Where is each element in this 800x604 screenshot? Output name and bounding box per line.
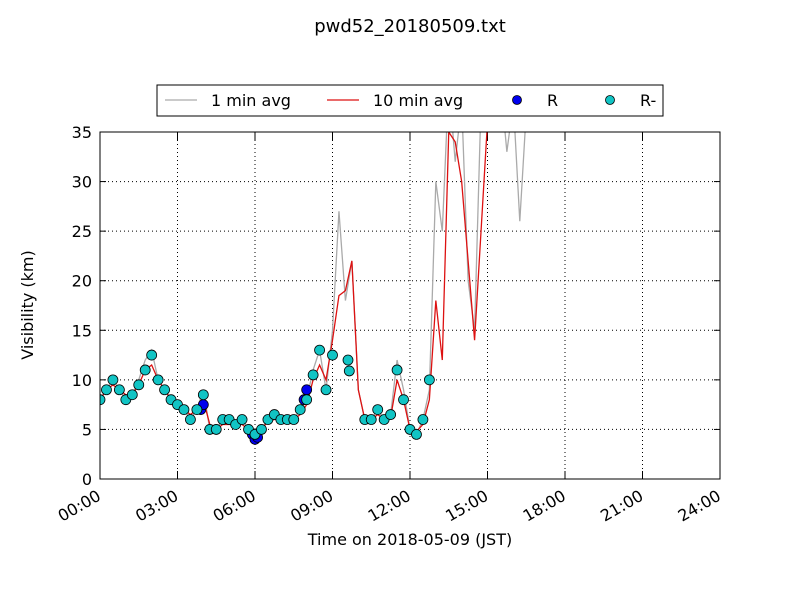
scatter-point: [146, 349, 158, 361]
y-tick-label: 20: [72, 272, 92, 291]
y-tick-label: 15: [72, 321, 92, 340]
y-axis-label: Visibility (km): [18, 250, 37, 359]
scatter-point: [178, 404, 190, 416]
y-tick-label: 30: [72, 173, 92, 192]
scatter-point: [391, 364, 403, 376]
y-tick-label: 35: [72, 123, 92, 142]
x-tick-label: 09:00: [287, 486, 336, 526]
scatter-point: [301, 384, 313, 396]
x-axis-label: Time on 2018-05-09 (JST): [307, 530, 512, 549]
y-tick-label: 0: [82, 470, 92, 489]
x-tick-label: 06:00: [210, 486, 259, 526]
y-tick-label: 5: [82, 420, 92, 439]
scatter-point: [185, 414, 196, 425]
legend-marker: [512, 95, 522, 105]
scatter-point: [423, 374, 435, 386]
scatter-point: [126, 389, 138, 401]
legend-marker: [605, 95, 615, 105]
x-tick-label: 21:00: [597, 486, 646, 526]
plot-area: [100, 132, 526, 445]
y-tick-label: 25: [72, 222, 92, 241]
scatter-point: [288, 414, 300, 425]
legend-label: R: [547, 91, 558, 110]
x-tick-label: 03:00: [132, 486, 181, 526]
y-tick-label: 10: [72, 371, 92, 390]
x-tick-label: 00:00: [55, 486, 104, 526]
scatter-point: [307, 369, 319, 381]
scatter-point: [191, 404, 203, 416]
scatter-point: [152, 374, 164, 386]
x-tick-label: 24:00: [675, 486, 724, 526]
legend-label: R-: [640, 91, 656, 110]
scatter-point: [411, 428, 422, 440]
scatter-point: [343, 365, 355, 377]
scatter-point: [417, 414, 429, 425]
scatter-point: [256, 424, 267, 435]
scatter-point: [327, 349, 338, 361]
scatter-point: [314, 344, 325, 356]
scatter-point: [139, 364, 151, 376]
x-tick-label: 12:00: [365, 486, 414, 526]
scatter-point: [210, 424, 222, 435]
x-tick-label: 18:00: [520, 486, 569, 526]
legend-label: 1 min avg: [211, 91, 291, 110]
scatter-point: [101, 384, 112, 396]
scatter-point: [236, 414, 248, 425]
scatter-point: [107, 374, 119, 386]
scatter-point: [197, 389, 209, 401]
scatter-point: [113, 384, 125, 396]
plot-frame: [99, 131, 721, 480]
scatter-point: [320, 384, 332, 396]
scatter-point: [159, 384, 170, 396]
legend: 1 min avg 10 min avg R R-: [156, 84, 664, 117]
scatter-point: [301, 394, 313, 406]
scatter-point: [385, 409, 397, 420]
legend-box: [156, 84, 664, 117]
scatter-point: [294, 404, 306, 416]
scatter-point: [372, 404, 384, 416]
scatter-point: [342, 354, 354, 366]
x-tick-label: 15:00: [442, 486, 491, 526]
scatter-point: [100, 394, 106, 406]
legend-label: 10 min avg: [373, 91, 463, 110]
chart-title: pwd52_20180509.txt: [314, 16, 506, 37]
scatter-point: [365, 414, 377, 425]
scatter-point: [133, 379, 145, 391]
scatter-point: [398, 394, 409, 406]
